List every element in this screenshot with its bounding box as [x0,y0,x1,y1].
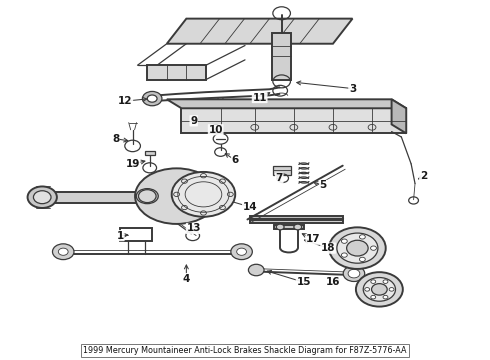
Text: 5: 5 [319,180,327,190]
Ellipse shape [136,189,158,204]
Text: 8: 8 [112,134,119,144]
Circle shape [52,244,74,260]
Polygon shape [392,99,406,134]
Circle shape [383,295,388,299]
Circle shape [143,91,162,106]
Circle shape [33,191,51,204]
Circle shape [276,224,284,230]
Text: 14: 14 [243,202,257,212]
Circle shape [383,280,388,283]
Circle shape [360,257,365,262]
Circle shape [346,240,368,256]
Circle shape [147,95,157,102]
Text: 13: 13 [187,224,201,233]
Circle shape [237,248,246,255]
Circle shape [371,295,376,299]
Text: 9: 9 [190,116,197,126]
Text: 1999 Mercury Mountaineer Anti-Lock Brakes Shackle Diagram for F87Z-5776-AA: 1999 Mercury Mountaineer Anti-Lock Brake… [83,346,407,355]
Ellipse shape [135,168,218,224]
Circle shape [329,227,386,269]
Circle shape [360,235,365,239]
Circle shape [370,246,376,250]
Text: 15: 15 [296,277,311,287]
Text: 4: 4 [183,274,190,284]
Circle shape [342,239,347,243]
Text: 19: 19 [125,159,140,169]
Text: 1: 1 [117,231,124,240]
Polygon shape [167,99,406,108]
Text: 11: 11 [252,93,267,103]
Circle shape [343,266,365,282]
Circle shape [348,269,360,278]
Circle shape [231,244,252,260]
Text: 6: 6 [232,155,239,165]
Text: 10: 10 [208,125,223,135]
Circle shape [356,272,403,307]
Text: 18: 18 [321,243,335,253]
Polygon shape [274,225,304,229]
Circle shape [363,278,395,301]
Text: 16: 16 [326,277,340,287]
Polygon shape [272,33,292,80]
Circle shape [294,224,302,230]
Circle shape [58,248,68,255]
Circle shape [365,288,369,291]
Polygon shape [167,19,352,44]
Polygon shape [250,216,343,223]
Circle shape [371,280,376,283]
Circle shape [337,233,378,263]
Circle shape [248,264,264,276]
Polygon shape [181,108,406,134]
Polygon shape [273,166,292,175]
Ellipse shape [172,172,235,217]
Circle shape [371,284,387,295]
Text: 7: 7 [275,173,283,183]
Text: 3: 3 [349,84,356,94]
Polygon shape [40,192,140,203]
Text: 12: 12 [118,96,132,106]
Text: 17: 17 [306,234,321,244]
Circle shape [27,186,57,208]
Circle shape [342,253,347,257]
Polygon shape [147,65,206,80]
Polygon shape [145,151,155,155]
Circle shape [139,190,156,203]
Circle shape [389,288,394,291]
Text: 2: 2 [420,171,427,181]
